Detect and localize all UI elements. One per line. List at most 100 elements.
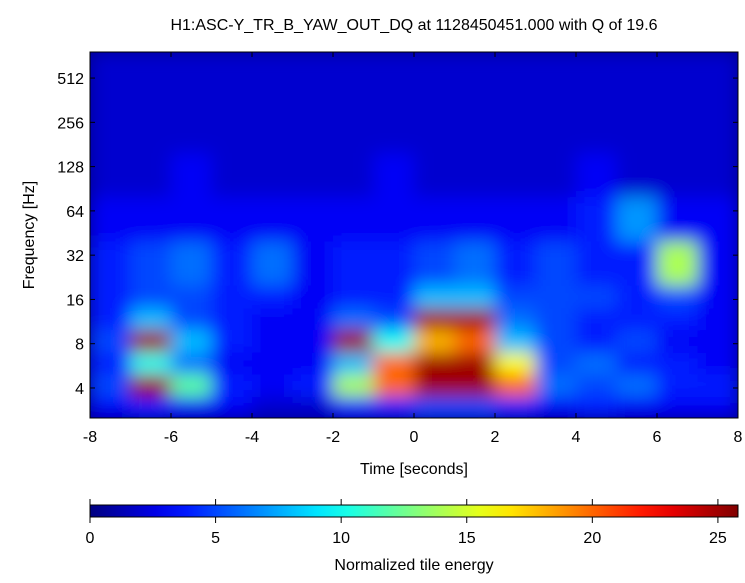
tile	[130, 108, 172, 153]
tile	[130, 196, 172, 242]
x-tick-label: 6	[653, 429, 662, 446]
tile	[535, 52, 577, 109]
tile	[90, 396, 131, 418]
tile	[252, 240, 293, 286]
tile	[90, 307, 131, 330]
tile	[130, 373, 172, 398]
tile	[171, 373, 212, 398]
tile	[657, 240, 698, 286]
tile	[535, 152, 577, 198]
tile	[333, 108, 374, 153]
tile	[616, 285, 658, 309]
colorbar-tick-label: 5	[211, 530, 220, 547]
x-tick-label: -2	[326, 429, 340, 446]
tile	[292, 196, 334, 242]
tile	[697, 196, 738, 242]
tile	[171, 285, 212, 309]
tile	[616, 329, 658, 353]
tile	[495, 329, 536, 353]
tile	[373, 196, 415, 242]
tile	[697, 396, 738, 418]
tile	[616, 373, 658, 398]
tile	[576, 307, 617, 330]
tile	[90, 196, 131, 242]
tile	[292, 329, 334, 353]
tile	[657, 352, 698, 375]
tile	[373, 285, 415, 309]
tile	[90, 108, 131, 153]
tile	[616, 52, 658, 109]
colorbar-label: Normalized tile energy	[334, 557, 493, 574]
tile	[657, 152, 698, 198]
tile	[90, 352, 131, 375]
tile	[454, 196, 496, 242]
tile	[130, 152, 172, 198]
tile	[171, 196, 212, 242]
tile	[454, 352, 496, 375]
x-axis-label: Time [seconds]	[360, 461, 468, 478]
tile	[90, 152, 131, 198]
tile	[211, 196, 253, 242]
tile	[333, 52, 374, 109]
tile	[576, 196, 617, 242]
tile	[576, 52, 617, 109]
tile	[252, 373, 293, 398]
tile	[535, 307, 577, 330]
tile	[130, 396, 172, 418]
tile	[535, 352, 577, 375]
tile	[373, 52, 415, 109]
tile	[292, 152, 334, 198]
tile	[697, 152, 738, 198]
tile	[292, 396, 334, 418]
tile	[252, 52, 293, 109]
colorbar-tick-label: 25	[709, 530, 727, 547]
tile	[211, 307, 253, 330]
tile	[414, 329, 455, 353]
tile	[697, 329, 738, 353]
tile	[414, 352, 455, 375]
tile	[171, 352, 212, 375]
tile	[454, 152, 496, 198]
tile	[697, 307, 738, 330]
tile	[252, 396, 293, 418]
tile	[414, 108, 455, 153]
tile	[373, 352, 415, 375]
tile	[130, 285, 172, 309]
tile	[414, 373, 455, 398]
y-tick-label: 4	[75, 381, 84, 398]
tile	[252, 108, 293, 153]
tile	[495, 52, 536, 109]
tile	[616, 108, 658, 153]
tile	[535, 196, 577, 242]
tile	[373, 329, 415, 353]
tile	[697, 352, 738, 375]
tile	[171, 152, 212, 198]
tile	[130, 307, 172, 330]
tile	[373, 240, 415, 286]
tile	[252, 196, 293, 242]
tile	[414, 152, 455, 198]
tile	[292, 307, 334, 330]
x-tick-label: -4	[245, 429, 259, 446]
tile	[171, 396, 212, 418]
tile	[535, 396, 577, 418]
tile	[535, 108, 577, 153]
tile	[130, 240, 172, 286]
tile	[414, 52, 455, 109]
tile	[495, 285, 536, 309]
tile	[535, 329, 577, 353]
tile	[454, 285, 496, 309]
tile	[576, 108, 617, 153]
tile	[414, 196, 455, 242]
tile	[495, 307, 536, 330]
tile	[252, 352, 293, 375]
tile	[454, 108, 496, 153]
tile	[90, 240, 131, 286]
tile	[576, 352, 617, 375]
tile	[211, 108, 253, 153]
heatmap-cells	[90, 52, 738, 418]
tile	[616, 307, 658, 330]
x-tick-label: -8	[83, 429, 97, 446]
y-tick-label: 32	[66, 248, 84, 265]
